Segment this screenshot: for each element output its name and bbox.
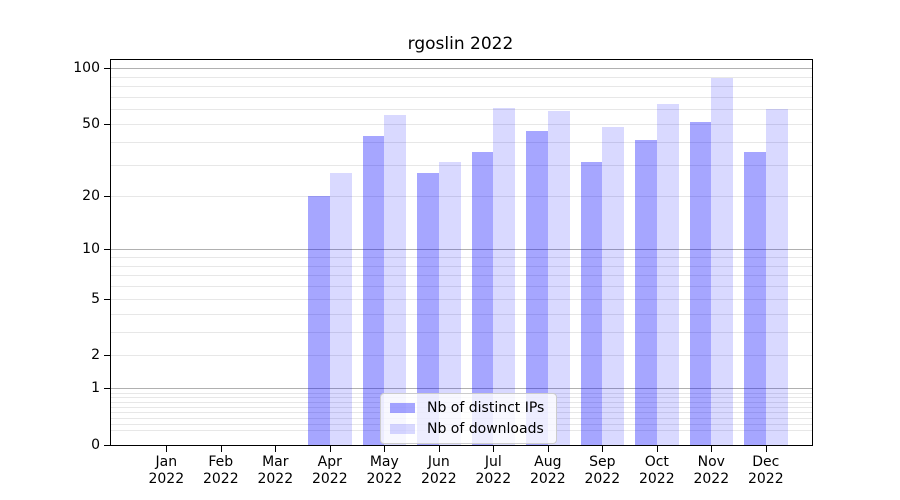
legend-swatch-distinct-ips [390,403,415,413]
bar-downloads-apr [329,172,352,445]
x-tick-mark [220,446,222,452]
minor-gridline [111,86,812,87]
bar-distinct-ips-dec [744,152,766,445]
x-tick-label: Jan 2022 [148,454,185,487]
x-tick-label: Jun 2022 [420,454,457,487]
x-tick-label: Dec 2022 [747,454,784,487]
legend-label-downloads: Nb of downloads [427,421,544,437]
x-tick-mark [765,446,767,452]
bar-distinct-ips-oct [635,139,657,445]
y-tick-mark [104,298,110,300]
legend-row-distinct-ips: Nb of distinct IPs [390,400,544,416]
x-tick-label: Jul 2022 [475,454,512,487]
legend-row-downloads: Nb of downloads [390,421,544,437]
x-tick-label: May 2022 [366,454,403,487]
y-tick-mark [104,355,110,357]
plot-area: 0 1 2 5 10 20 50 100 Jan 2022 Feb 2022 Mar 2022 Apr… [73,59,813,487]
y-tick-mark [104,123,110,125]
bar-downloads-nov [711,78,734,445]
x-tick-mark [547,446,549,452]
x-tick-label: Apr 2022 [311,454,348,487]
y-tick-label: 100 [73,60,100,76]
minor-gridline [111,76,812,78]
bar-downloads-jul [493,107,516,445]
bar-downloads-may [384,114,407,445]
bar-distinct-ips-jul [471,152,494,445]
x-tick-label: Aug 2022 [529,454,566,487]
legend: Nb of distinct IPs Nb of downloads [380,393,558,444]
bar-downloads-sep [602,127,625,445]
x-tick-label: Oct 2022 [638,454,675,487]
minor-gridline [111,109,812,111]
y-tick-label: 2 [91,347,100,364]
x-tick-label: Mar 2022 [257,454,294,487]
bar-downloads-dec [765,109,788,445]
bar-downloads-jun [438,161,461,445]
x-tick-mark [275,446,277,452]
chart-title: rgoslin 2022 [407,34,514,54]
y-tick-mark [104,68,110,69]
y-tick-label: 20 [82,188,100,205]
bar-downloads-oct [656,104,679,445]
y-tick-label: 10 [82,241,100,258]
minor-gridline [111,96,812,98]
y-tick-mark [104,249,110,251]
bar-distinct-ips-jun [417,172,439,445]
x-tick-label: Feb 2022 [202,454,239,487]
major-gridline [111,68,812,69]
y-tick-label: 50 [82,115,100,132]
legend-label-distinct-ips: Nb of distinct IPs [427,400,545,416]
bar-distinct-ips-may [362,135,385,445]
bar-distinct-ips-apr [308,196,330,445]
bar-distinct-ips-nov [689,122,712,445]
y-tick-mark [104,445,110,446]
x-tick-mark [656,446,658,452]
x-tick-mark [711,446,713,452]
x-tick-label: Nov 2022 [693,454,730,487]
y-tick-label: 1 [91,380,100,397]
y-tick-mark [104,388,110,390]
x-tick-mark [384,446,386,452]
y-tick-label: 5 [91,290,100,307]
y-tick-label: 0 [91,437,100,453]
legend-swatch-downloads [390,424,415,434]
x-tick-mark [493,446,495,452]
x-tick-mark [602,446,604,452]
x-tick-label: Sep 2022 [584,454,621,487]
x-tick-mark [329,446,331,452]
bar-distinct-ips-sep [580,161,603,445]
bar-downloads-aug [547,110,570,445]
bar-distinct-ips-aug [526,130,548,445]
x-tick-mark [438,446,440,452]
y-tick-mark [104,196,110,198]
x-tick-mark [166,446,168,452]
